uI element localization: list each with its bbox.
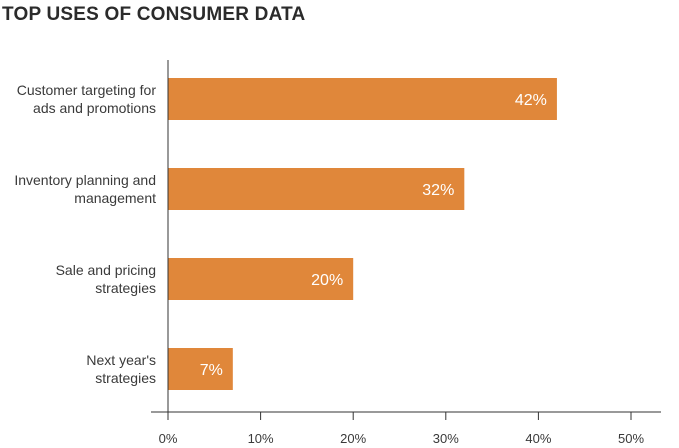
category-label-line: strategies (95, 370, 156, 386)
x-tick-label: 40% (525, 431, 551, 446)
x-axis: 0% 10% 20% 30% 40% 50% (151, 60, 661, 446)
bar (168, 348, 233, 390)
labels-layer: 42% Customer targeting for ads and promoti… (14, 82, 547, 386)
category-label-line: Inventory planning and (14, 172, 156, 188)
chart-title: TOP USES OF CONSUMER DATA (2, 4, 306, 25)
category-label-line: ads and promotions (33, 100, 156, 116)
category-label-line: management (74, 190, 156, 206)
x-tick-label: 10% (248, 431, 274, 446)
category-label: Customer targeting for ads and promotions (17, 82, 157, 116)
bars-layer (168, 78, 557, 390)
data-label: 20% (311, 272, 343, 289)
x-tick-label: 0% (159, 431, 178, 446)
category-label: Sale and pricing strategies (56, 262, 156, 296)
category-label: Inventory planning and management (14, 172, 156, 206)
data-label: 7% (200, 362, 223, 379)
data-label: 42% (515, 92, 547, 109)
x-tick-label: 30% (433, 431, 459, 446)
bar (168, 78, 557, 120)
x-tick-label: 50% (618, 431, 644, 446)
data-label: 32% (422, 182, 454, 199)
bar (168, 168, 465, 210)
bar (168, 258, 354, 300)
category-label: Next year's strategies (86, 352, 156, 386)
category-label-line: strategies (95, 280, 156, 296)
category-label-line: Next year's (86, 352, 156, 368)
category-label-line: Customer targeting for (17, 82, 157, 98)
category-label-line: Sale and pricing (56, 262, 156, 278)
x-tick-label: 20% (340, 431, 366, 446)
